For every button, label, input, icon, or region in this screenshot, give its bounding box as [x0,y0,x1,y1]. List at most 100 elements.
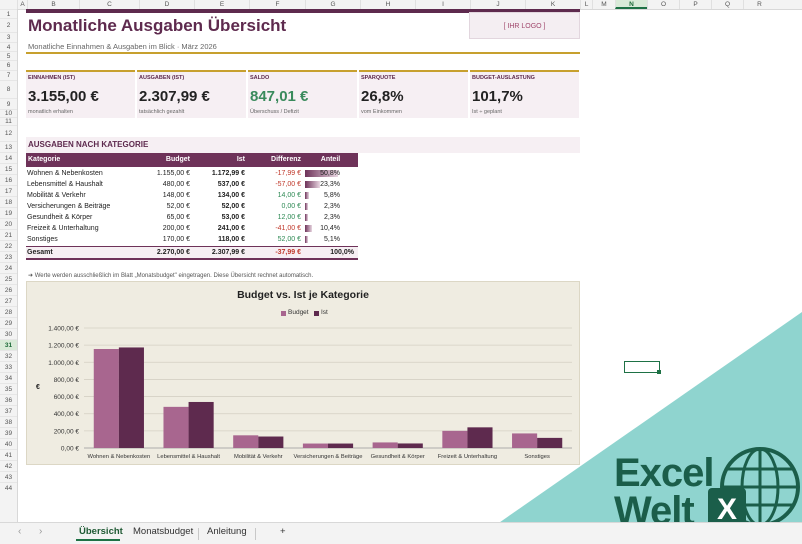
y-tick-label: 800,00 € [54,377,80,384]
row-header-38[interactable]: 38 [0,416,17,427]
bar-ist[interactable] [537,437,563,448]
row-header-42[interactable]: 42 [0,460,17,471]
row-header-11[interactable]: 11 [0,117,17,125]
column-header-a[interactable]: A [17,0,27,9]
row-header-3[interactable]: 3 [0,32,17,42]
kpi-card: AUSGABEN (IST) 2.307,99 € tatsächlich geza… [137,70,246,118]
add-sheet-button[interactable]: + [280,526,286,537]
row-header-23[interactable]: 23 [0,251,17,262]
table-row[interactable]: Sonstiges 170,00 € 118,00 € 52,00 € 5,1% [26,234,358,245]
row-header-25[interactable]: 25 [0,273,17,284]
table-row[interactable]: Versicherungen & Beiträge 52,00 € 52,00 € 0… [26,201,358,212]
column-header-r[interactable]: R [743,0,775,9]
column-header-m[interactable]: M [592,0,615,9]
row-header-4[interactable]: 4 [0,42,17,51]
kpi-value: 26,8% [361,88,404,105]
row-header-44[interactable]: 44 [0,482,17,493]
row-header-37[interactable]: 37 [0,405,17,416]
bar-budget[interactable] [512,433,538,448]
tab-anleitung[interactable]: Anleitung [207,526,247,537]
column-header-i[interactable]: I [415,0,470,9]
tab-monatsbudget[interactable]: Monatsbudget [133,526,194,537]
row-header-39[interactable]: 39 [0,427,17,438]
tab-uebersicht[interactable]: Übersicht [79,526,123,537]
bar-ist[interactable] [188,401,214,448]
bar-ist[interactable] [328,443,354,448]
row-header-26[interactable]: 26 [0,284,17,295]
row-header-21[interactable]: 21 [0,229,17,240]
column-header-o[interactable]: O [647,0,679,9]
cell-category: Sonstiges [27,236,58,243]
row-header-8[interactable]: 8 [0,80,17,98]
column-header-d[interactable]: D [139,0,194,9]
cell-share: 2,3% [324,203,340,210]
bar-ist[interactable] [258,436,284,448]
table-row[interactable]: Mobilität & Verkehr 148,00 € 134,00 € 14,00… [26,190,358,201]
row-header-15[interactable]: 15 [0,163,17,174]
row-header-20[interactable]: 20 [0,218,17,229]
row-header-43[interactable]: 43 [0,471,17,482]
row-header-14[interactable]: 14 [0,152,17,163]
table-row[interactable]: Lebensmittel & Haushalt 480,00 € 537,00 € -… [26,179,358,190]
tab-nav-next-icon[interactable]: › [39,526,43,537]
column-header-h[interactable]: H [360,0,415,9]
row-header-6[interactable]: 6 [0,60,17,70]
row-header-32[interactable]: 32 [0,350,17,361]
share-bar [305,214,308,221]
column-header-c[interactable]: C [79,0,139,9]
row-header-5[interactable]: 5 [0,51,17,60]
bar-ist[interactable] [118,347,144,448]
row-header-22[interactable]: 22 [0,240,17,251]
row-header-29[interactable]: 29 [0,317,17,328]
row-header-1[interactable]: 1 [0,9,17,18]
bar-budget[interactable] [302,443,328,448]
row-header-7[interactable]: 7 [0,70,17,80]
row-header-40[interactable]: 40 [0,438,17,449]
row-header-24[interactable]: 24 [0,262,17,273]
bar-budget[interactable] [372,442,398,448]
row-header-18[interactable]: 18 [0,196,17,207]
row-header-34[interactable]: 34 [0,372,17,383]
column-header-q[interactable]: Q [711,0,743,9]
column-header-l[interactable]: L [580,0,592,9]
row-header-10[interactable]: 10 [0,109,17,117]
row-header-41[interactable]: 41 [0,449,17,460]
column-header-f[interactable]: F [249,0,305,9]
column-header-n[interactable]: N [615,0,647,9]
column-header-g[interactable]: G [305,0,360,9]
column-header-e[interactable]: E [194,0,249,9]
table-row[interactable]: Wohnen & Nebenkosten 1.155,00 € 1.172,99 €… [26,168,358,179]
row-header-9[interactable]: 9 [0,98,17,109]
row-header-35[interactable]: 35 [0,383,17,394]
column-header-k[interactable]: K [525,0,580,9]
row-header-17[interactable]: 17 [0,185,17,196]
fill-handle[interactable] [657,370,661,374]
row-header-2[interactable]: 2 [0,18,17,32]
row-header-28[interactable]: 28 [0,306,17,317]
row-header-16[interactable]: 16 [0,174,17,185]
row-header-13[interactable]: 13 [0,141,17,152]
y-tick-label: 1.000,00 € [48,360,79,367]
bar-budget[interactable] [163,406,189,448]
bar-budget[interactable] [233,435,259,448]
bar-budget[interactable] [442,430,468,448]
column-header-p[interactable]: P [679,0,711,9]
row-header-30[interactable]: 30 [0,328,17,339]
column-header-j[interactable]: J [470,0,525,9]
row-header-31[interactable]: 31 [0,339,17,350]
selected-cell[interactable] [624,361,660,373]
tab-nav-prev-icon[interactable]: ‹ [18,526,22,537]
bar-budget[interactable] [93,349,119,448]
row-header-27[interactable]: 27 [0,295,17,306]
row-header-12[interactable]: 12 [0,125,17,141]
row-header-36[interactable]: 36 [0,394,17,405]
table-row[interactable]: Freizeit & Unterhaltung 200,00 € 241,00 € -… [26,223,358,234]
cell-difference: -41,00 € [275,225,301,232]
row-header-33[interactable]: 33 [0,361,17,372]
row-header-19[interactable]: 19 [0,207,17,218]
bar-ist[interactable] [467,427,493,448]
table-row[interactable]: Gesundheit & Körper 65,00 € 53,00 € 12,00 €… [26,212,358,223]
cell-difference: 52,00 € [277,236,301,243]
column-header-b[interactable]: B [27,0,79,9]
bar-ist[interactable] [397,443,423,448]
